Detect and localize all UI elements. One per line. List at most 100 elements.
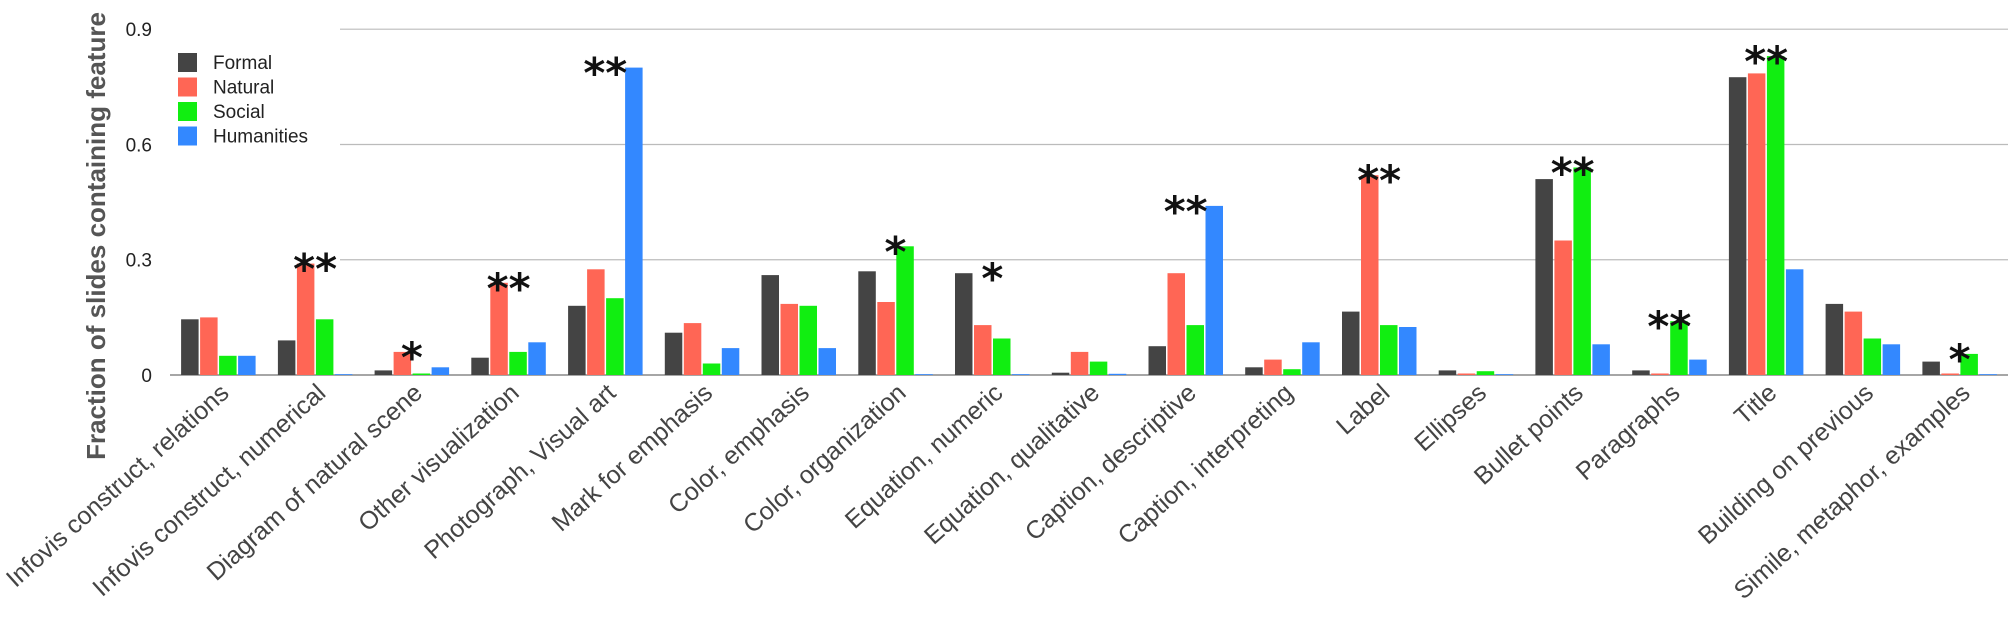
significance-marker: ** [583, 49, 627, 98]
legend-label: Humanities [213, 127, 308, 148]
bar [606, 298, 624, 375]
bar [780, 303, 798, 375]
significance-marker: ** [293, 245, 337, 294]
significance-marker: ** [1164, 187, 1208, 236]
significance-marker: * [981, 254, 1003, 303]
bar [721, 348, 740, 375]
legend-swatch [178, 77, 197, 97]
bar [181, 319, 199, 375]
legend-swatch [178, 102, 197, 121]
bar [315, 319, 334, 375]
significance-marker: ** [1744, 37, 1788, 86]
bar [1205, 205, 1223, 375]
bar [1051, 372, 1070, 375]
x-tick-label: Label [1331, 379, 1395, 441]
significance-annotations: ************* ******* [293, 37, 1970, 384]
bar [702, 363, 721, 375]
bar [818, 348, 836, 375]
x-tick-label: Equation, qualitative [919, 379, 1105, 550]
bar [587, 269, 605, 375]
bar [219, 355, 237, 375]
bar [1863, 338, 1882, 375]
bar [1012, 374, 1030, 375]
legend-swatch [178, 126, 197, 146]
x-tick-label: Other visualization [353, 379, 525, 537]
x-tick-label: Mark for emphasis [547, 379, 719, 537]
legend-label: Formal [213, 53, 272, 74]
legend-label: Social [213, 102, 265, 123]
bar [1245, 367, 1263, 375]
bar [1766, 56, 1785, 375]
bar [1882, 344, 1901, 375]
bar [1399, 327, 1417, 375]
y-axis-label: Fraction of slides containing feature [81, 12, 111, 460]
bar [1302, 342, 1320, 375]
bar [955, 273, 973, 375]
bars [181, 56, 1997, 376]
significance-marker: ** [1551, 149, 1595, 198]
bar [334, 374, 353, 375]
legend-label: Natural [213, 78, 274, 99]
bar [1186, 325, 1204, 375]
significance-marker: ** [1647, 302, 1691, 351]
bar [1457, 373, 1476, 375]
y-tick-label: 0.6 [126, 135, 152, 156]
x-tick-label: Color, organization [738, 379, 912, 539]
y-tick-label: 0.9 [126, 20, 152, 41]
bar [1689, 359, 1707, 375]
legend-swatch [178, 53, 197, 72]
bar [799, 305, 817, 375]
x-tick-label: Photograph, Visual art [419, 379, 621, 565]
bar [877, 302, 895, 375]
bar [412, 373, 431, 375]
bar [431, 367, 450, 375]
bar [1922, 361, 1940, 375]
bar [1089, 361, 1108, 375]
bar [1670, 321, 1688, 375]
bar [1632, 370, 1650, 375]
bar [1535, 179, 1553, 375]
bar [200, 317, 218, 375]
bar [1573, 167, 1591, 375]
bar [974, 325, 992, 375]
bar [1785, 269, 1804, 375]
bar [374, 370, 393, 375]
bar [625, 67, 643, 375]
bar [471, 357, 489, 375]
x-tick-label: Ellipses [1409, 379, 1492, 457]
bar [1148, 346, 1166, 375]
bar [683, 323, 702, 375]
y-tick-labels: 0 0.3 0.6 0.9 [126, 20, 152, 387]
bar [238, 355, 256, 375]
bar [1979, 374, 1997, 375]
y-tick-label: 0.3 [126, 251, 152, 272]
bar [1825, 303, 1844, 375]
bar [1728, 77, 1747, 375]
x-tick-label: Caption, interpreting [1112, 379, 1298, 550]
bar [1283, 369, 1301, 375]
bar [1070, 351, 1089, 375]
significance-marker: * [1949, 335, 1971, 384]
bar [915, 374, 933, 375]
bar [993, 338, 1011, 375]
x-tick-label: Paragraphs [1571, 379, 1686, 486]
significance-marker: * [885, 227, 907, 276]
bar [1380, 325, 1398, 375]
bar [1651, 373, 1669, 375]
bar [1960, 353, 1978, 375]
x-tick-label: Caption, descriptive [1020, 379, 1202, 547]
bar [528, 342, 546, 375]
bar [1438, 370, 1457, 375]
significance-marker: * [401, 333, 423, 382]
bar [393, 351, 412, 375]
x-tick-label: Equation, numeric [840, 379, 1008, 535]
bar [664, 332, 683, 375]
bar [296, 263, 315, 375]
bar [1264, 359, 1282, 375]
x-tick-label: Title [1729, 379, 1782, 431]
bar [896, 246, 914, 375]
bar [1167, 273, 1185, 375]
bar [1108, 373, 1127, 375]
bar [490, 282, 508, 375]
